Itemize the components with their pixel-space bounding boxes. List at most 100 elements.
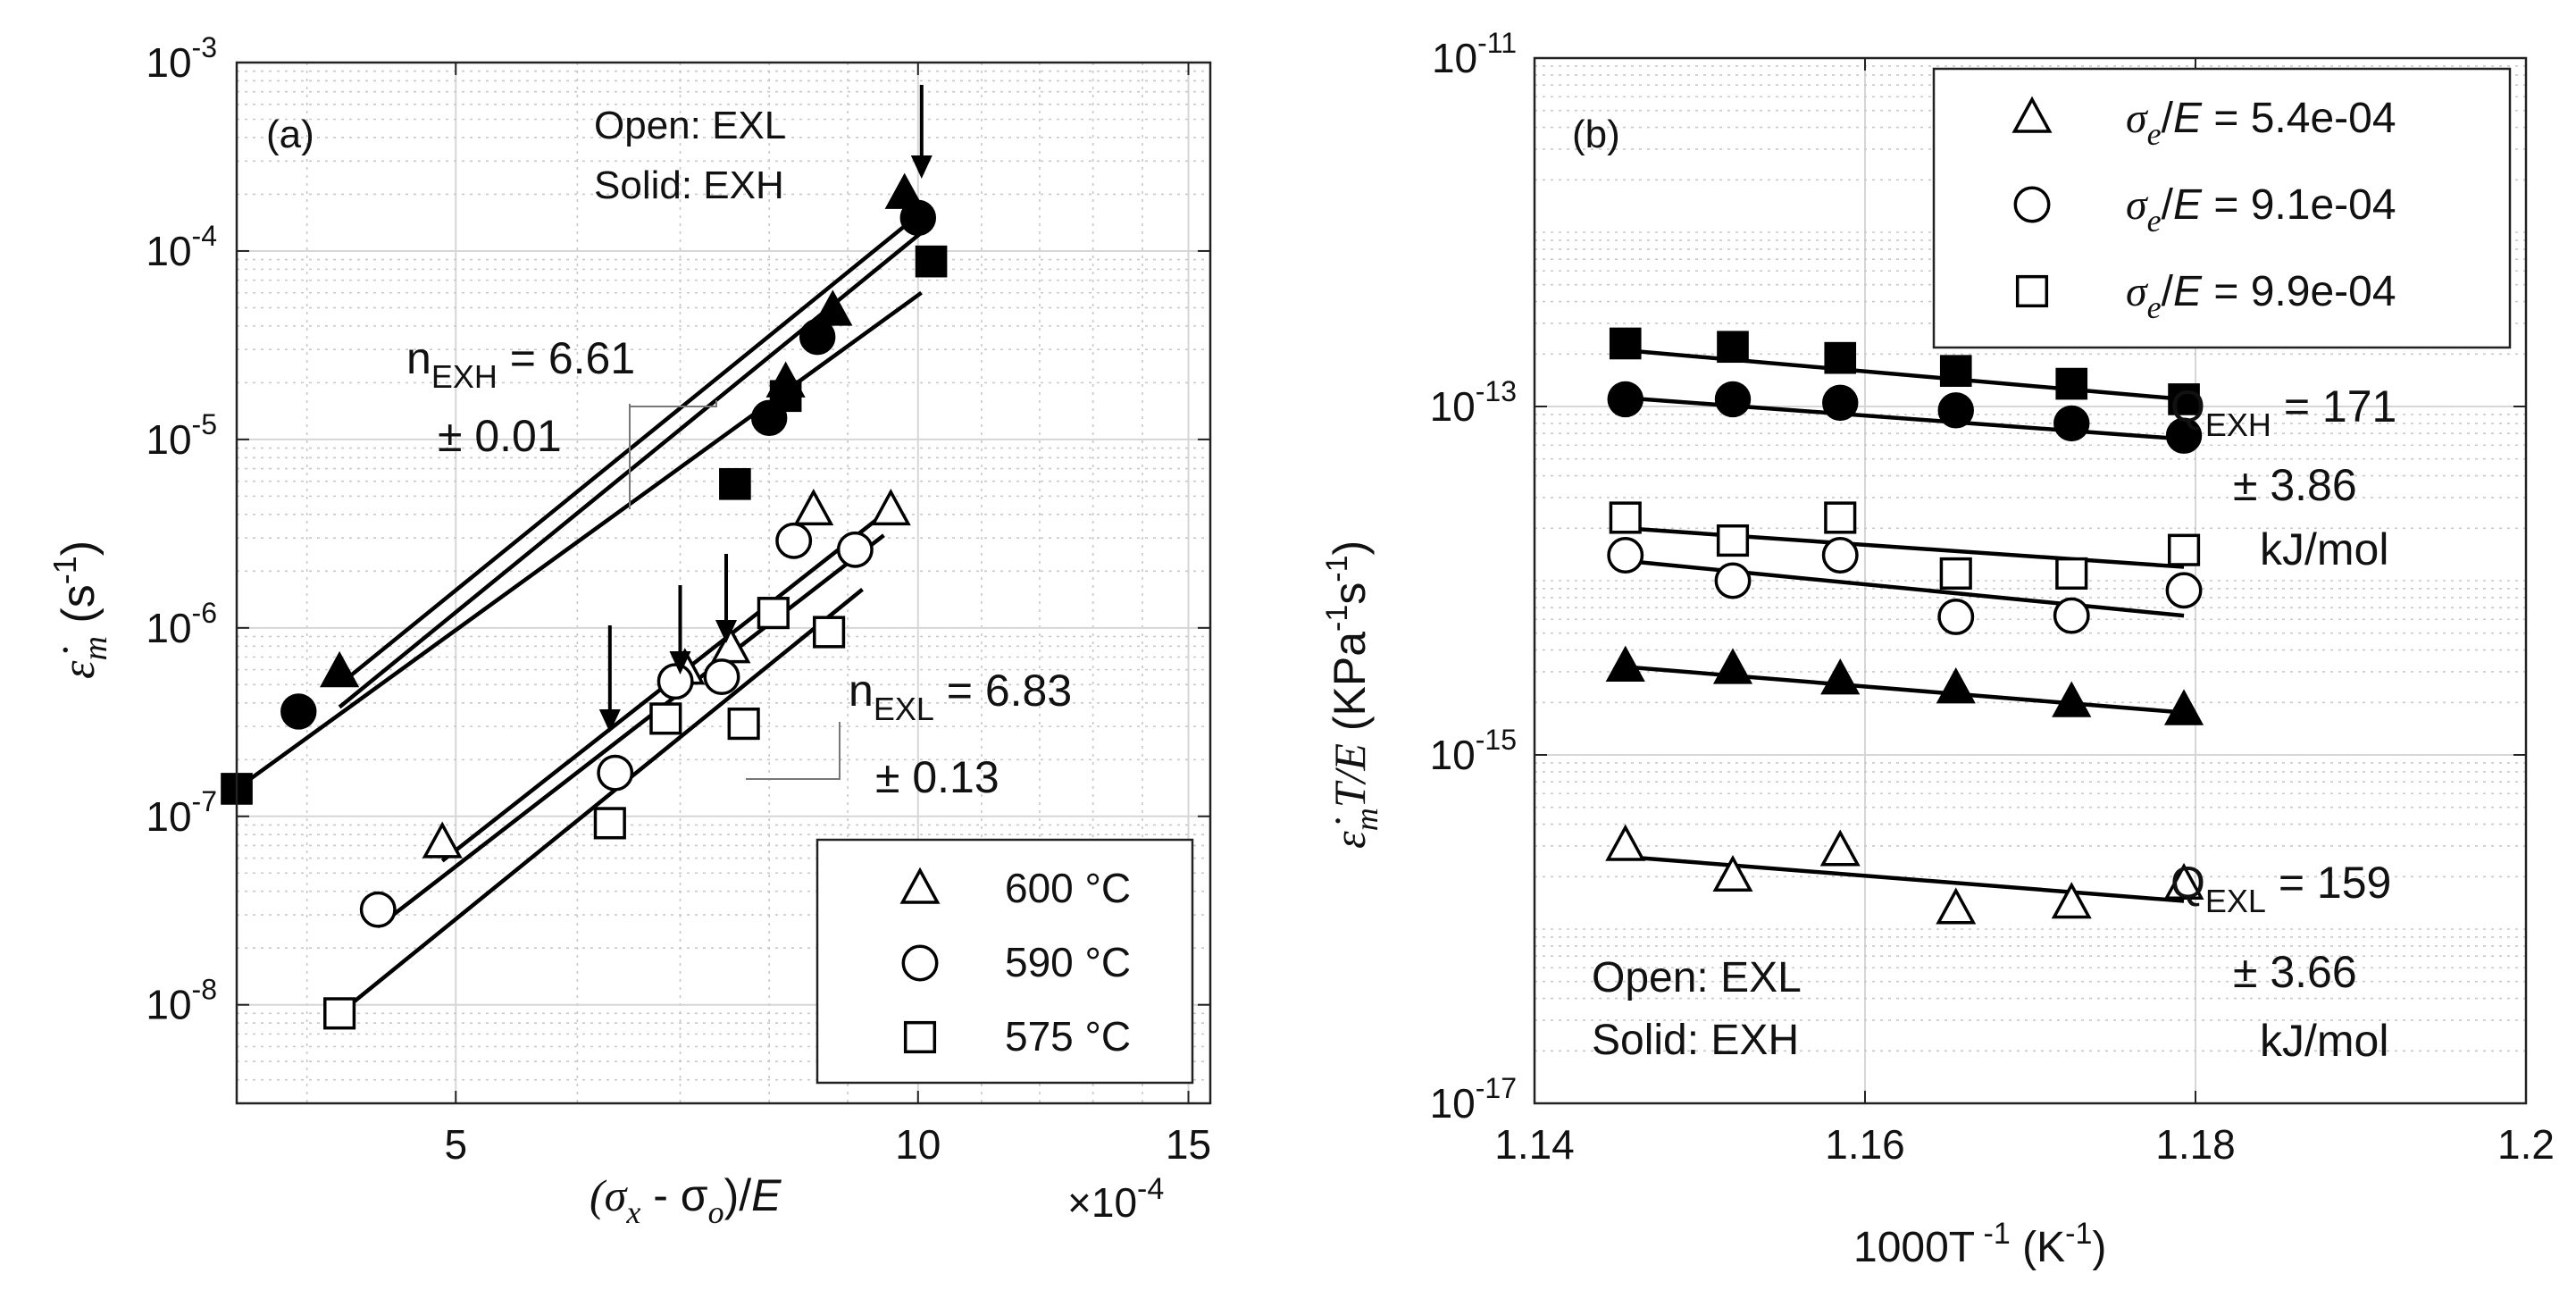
data-point (775, 522, 813, 559)
n-exh-pm: ± 0.01 (438, 411, 562, 461)
q-exh-annotation: QEXH = 171 (2170, 381, 2396, 443)
y-tick-label: 10-15 (1430, 724, 1517, 778)
data-point (1609, 501, 1642, 534)
data-point (1605, 824, 1646, 861)
grid-a (237, 62, 1210, 1104)
x-tick-label: 1.18 (2155, 1121, 2236, 1168)
data-point (769, 380, 802, 413)
data-point (1609, 327, 1642, 360)
data-point (359, 891, 397, 928)
data-point (657, 663, 694, 700)
legend-marker (2011, 96, 2053, 133)
legend-marker (2015, 274, 2049, 308)
data-point (1819, 829, 1861, 867)
data-point (1714, 381, 1752, 418)
data-point (2052, 681, 2092, 717)
data-point (2051, 882, 2092, 919)
data-point (2055, 367, 2088, 400)
x-tick-label: 1.16 (1825, 1121, 1905, 1168)
ticks-a (237, 62, 1210, 1103)
markers-a (221, 172, 948, 1030)
y-axis-label-b: ε̇mT/E (KPa-1s-1) (1320, 540, 1384, 849)
legend-marker (899, 867, 941, 904)
arrow-head (715, 620, 737, 643)
data-point (1937, 599, 1975, 635)
data-point (1936, 887, 1977, 925)
data-point (899, 199, 936, 236)
solid-label-a: Solid: EXH (594, 163, 784, 207)
data-point (2053, 405, 2090, 442)
data-point (813, 616, 846, 649)
data-point (1820, 658, 1861, 695)
y-tick-label: 10-7 (146, 785, 217, 840)
y-tick-label: 10-4 (146, 220, 217, 274)
legend-marker (2013, 186, 2051, 223)
arrow-head (669, 651, 691, 674)
data-point (1824, 341, 1857, 374)
data-point (593, 807, 626, 840)
x-tick-label: 1.2 (2497, 1121, 2555, 1168)
x-tick-label: 10 (895, 1121, 941, 1168)
y-tick-label: 10-17 (1430, 1072, 1517, 1127)
data-point (1821, 537, 1859, 574)
fit-line (235, 290, 923, 791)
data-point (727, 708, 760, 741)
legend-b: σe/E = 5.4e-04 σe/E = 9.1e-04 σe/E = 9.9… (1932, 67, 2512, 349)
fit-line (1625, 854, 2185, 903)
y-axis-label-a: ε̇m (s-1) (46, 540, 114, 679)
data-point (719, 467, 751, 500)
data-point (1824, 501, 1857, 534)
y-tick-labels-b: 10-17 10-15 10-13 10-11 (1430, 27, 1517, 1127)
arrows-a (598, 85, 933, 733)
data-point (649, 702, 682, 735)
panel-b: (b) σe/E = 5.4e-04 σe/E = 9.1e-04 σe/E =… (1320, 27, 2555, 1271)
data-point (1717, 331, 1749, 364)
x-tick-label: 1.14 (1494, 1121, 1575, 1168)
data-point (793, 489, 834, 526)
q-exl-pm: ± 3.66 (2233, 947, 2357, 997)
panel-a: (a) Open: EXL Solid: EXH nEXH = 6.61 ± 0… (46, 31, 1212, 1230)
data-point (2055, 557, 2088, 590)
data-point (1939, 557, 1972, 590)
y-tick-label: 10-3 (146, 31, 217, 86)
data-point (2168, 383, 2200, 415)
y-tick-label: 10-5 (146, 408, 217, 463)
legend-box-a (815, 838, 1194, 1085)
axes-frame-b (1533, 56, 2528, 1105)
y-tick-label: 10-6 (146, 597, 217, 651)
arrow-head (910, 155, 933, 179)
x-tick-labels-b: 1.14 1.16 1.18 1.2 (1494, 1121, 2555, 1168)
panel-label-a: (a) (266, 113, 314, 156)
legend-label-b-1: σe/E = 5.4e-04 (2126, 95, 2396, 152)
q-exh-unit: kJ/mol (2260, 524, 2388, 574)
data-point (1605, 645, 1645, 682)
solid-label-b: Solid: EXH (1592, 1017, 1799, 1064)
y-tick-label: 10-11 (1432, 27, 1517, 81)
legend-label-b-2: σe/E = 9.1e-04 (2126, 181, 2396, 239)
ticks-b (1534, 57, 2527, 1104)
n-exl-annotation: nEXL = 6.83 (849, 666, 1072, 727)
data-point (2163, 689, 2204, 725)
data-point (1607, 537, 1644, 574)
data-point (280, 693, 317, 730)
x-tick-label: 5 (444, 1121, 467, 1168)
arrow-head (598, 709, 621, 733)
data-point (597, 754, 634, 792)
legend-label-b-3: σe/E = 9.9e-04 (2126, 268, 2396, 325)
fit-line (338, 588, 864, 1016)
data-point (2163, 862, 2204, 900)
data-point (1936, 667, 1976, 704)
data-point (2053, 597, 2090, 634)
data-point (1607, 381, 1643, 418)
data-point (813, 289, 853, 326)
x-axis-label-a: (σx - σo)/E (590, 1170, 782, 1230)
y-tick-label: 10-8 (146, 974, 217, 1028)
data-point (1714, 562, 1752, 599)
legend-markers-b (2011, 96, 2053, 308)
open-label-b: Open: EXL (1592, 954, 1802, 1001)
y-tick-labels-a: 10-8 10-7 10-6 10-5 10-4 10-3 (146, 31, 217, 1028)
data-point (1712, 648, 1753, 684)
x-axis-label-b: 1000T -1 (K-1) (1853, 1217, 2106, 1271)
data-point (320, 650, 360, 688)
